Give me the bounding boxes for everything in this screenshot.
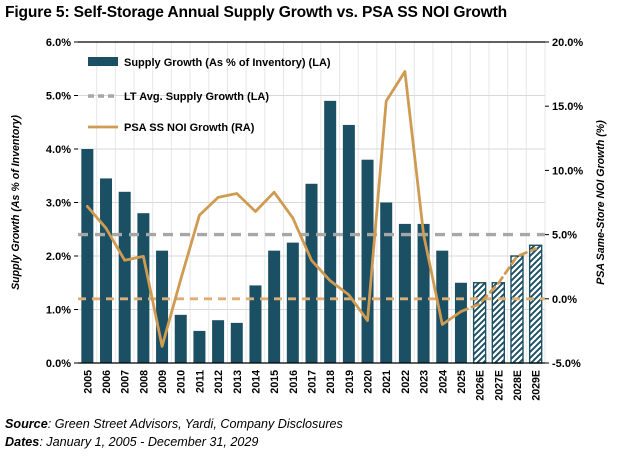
bar-2022 (398, 223, 411, 363)
right-axis-tick-label: -5.0% (552, 358, 581, 370)
bar-2029E (528, 244, 543, 364)
left-axis-tick-label: 6.0% (46, 37, 71, 49)
x-axis-label-2011: 2011 (194, 370, 206, 393)
x-axis-label-2027E: 2027E (493, 370, 505, 401)
bar-2023 (417, 223, 430, 363)
legend-label-lt-avg: LT Avg. Supply Growth (LA) (124, 91, 269, 103)
bar-2024 (436, 250, 449, 363)
x-axis-label-2013: 2013 (232, 370, 244, 394)
bar-2013 (230, 322, 243, 363)
bar-2010 (174, 314, 187, 363)
bar-2020 (361, 159, 374, 363)
bar-2028E (510, 255, 524, 364)
x-axis-label-2018: 2018 (325, 370, 337, 394)
bar-2026E (472, 282, 487, 364)
dates-text: : January 1, 2005 - December 31, 2029 (39, 435, 259, 449)
x-axis-label-2023: 2023 (419, 370, 431, 394)
x-axis-label-2019: 2019 (344, 370, 356, 394)
right-axis-tick-label: 15.0% (552, 101, 583, 113)
x-axis-label-2005: 2005 (82, 370, 94, 394)
supply-growth-vs-noi-chart: 0.0% 1.0% 2.0% 3.0% 4.0% 5.0% 6.0% -5.0% 0.0% 5.0… (10, 37, 607, 401)
dates-note: Dates: January 1, 2005 - December 31, 20… (5, 435, 258, 449)
bar-2018 (324, 100, 337, 363)
legend-bar-swatch (88, 57, 118, 66)
source-label: Source (5, 417, 48, 431)
bar-2012 (212, 320, 225, 363)
x-axis-label-2016: 2016 (288, 370, 300, 394)
noi-growth-forecast-line (459, 247, 538, 314)
right-axis-tick-label: 0.0% (552, 294, 577, 306)
bar-2021 (380, 202, 393, 363)
legend-label-supply-growth: Supply Growth (As % of Inventory) (LA) (124, 57, 331, 69)
x-axis-label-2012: 2012 (213, 370, 225, 394)
right-axis-tick-label: 10.0% (552, 165, 583, 177)
x-axis-label-2020: 2020 (363, 370, 375, 394)
source-note: Source: Green Street Advisors, Yardi, Co… (5, 417, 343, 431)
left-axis-tick-label: 4.0% (46, 144, 71, 156)
x-axis-label-2006: 2006 (101, 370, 113, 394)
x-axis-label-2026E: 2026E (475, 370, 487, 401)
left-axis-tick-label: 5.0% (46, 91, 71, 103)
right-axis-tick-label: 5.0% (552, 230, 577, 242)
x-axis-label-2025: 2025 (456, 370, 468, 394)
left-axis-tick-label: 2.0% (46, 251, 71, 263)
figure-title: Figure 5: Self-Storage Annual Supply Gro… (5, 4, 508, 21)
x-axis-label-2021: 2021 (381, 370, 393, 394)
bar-2005 (81, 149, 94, 363)
bar-2027E (491, 282, 505, 364)
x-axis-label-2017: 2017 (307, 370, 319, 394)
bar-2015 (268, 250, 281, 363)
source-text: : Green Street Advisors, Yardi, Company … (47, 417, 343, 431)
right-axis-tick-label: 20.0% (552, 37, 583, 49)
x-axis-label-2022: 2022 (400, 370, 412, 394)
left-axis-title: Supply Growth (As % of Inventory) (10, 115, 22, 290)
left-axis-tick-label: 1.0% (46, 305, 71, 317)
bar-2007 (118, 191, 131, 363)
x-axis-label-2008: 2008 (138, 370, 150, 394)
bar-2011 (193, 330, 206, 363)
bar-2016 (286, 242, 299, 363)
bar-2006 (100, 178, 113, 363)
bar-2017 (305, 183, 318, 363)
bar-2025 (454, 282, 467, 363)
right-axis-title: PSA Same-Store NOI Growth (%) (595, 120, 607, 285)
bar-2008 (137, 213, 150, 363)
left-axis-tick-label: 3.0% (46, 198, 71, 210)
x-axis-label-2007: 2007 (120, 370, 132, 394)
x-axis-label-2010: 2010 (176, 370, 188, 394)
legend-label-noi-growth: PSA SS NOI Growth (RA) (124, 122, 255, 134)
x-axis-label-2009: 2009 (157, 370, 169, 394)
left-axis-tick-label: 0.0% (46, 358, 71, 370)
x-axis-label-2014: 2014 (251, 370, 263, 394)
x-axis-label-2029E: 2029E (531, 370, 543, 401)
noi-growth-line (85, 70, 463, 348)
bar-2019 (342, 124, 355, 363)
x-axis-label-2015: 2015 (269, 370, 281, 394)
dates-label: Dates (5, 435, 40, 449)
bar-2014 (249, 285, 262, 363)
x-axis-label-2024: 2024 (437, 370, 449, 394)
x-axis-label-2028E: 2028E (512, 370, 524, 401)
